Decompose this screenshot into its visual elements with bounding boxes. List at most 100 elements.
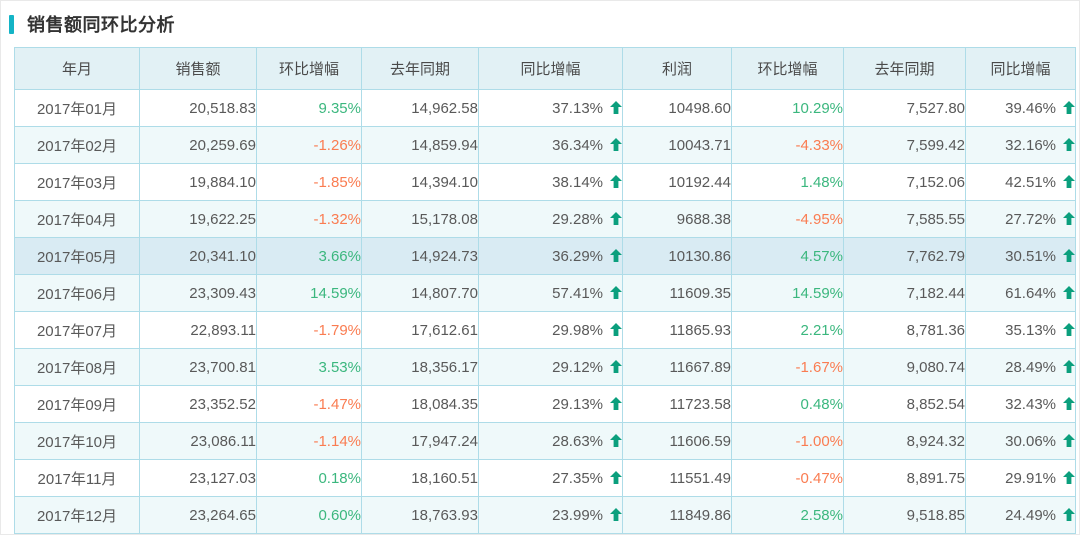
sales-cell: 23,086.11 [139, 422, 257, 460]
profit-mom-growth-cell: 2.58% [731, 496, 844, 534]
arrow-up-icon [1063, 507, 1075, 521]
arrow-up-icon [610, 285, 622, 299]
profit-last-year-cell: 9,518.85 [843, 496, 966, 534]
table-row[interactable]: 2017年12月 23,264.65 0.60% 18,763.93 23.99% 11… [14, 496, 1076, 534]
sales-yoy-growth-cell: 29.98% [478, 311, 623, 349]
yoy-value: 23.99% [552, 506, 603, 524]
yoy-value: 30.06% [1005, 432, 1056, 450]
sales-cell: 23,700.81 [139, 348, 257, 386]
arrow-up-icon [610, 433, 622, 447]
profit-last-year-cell: 7,527.80 [843, 89, 966, 127]
yoy-value: 57.41% [552, 284, 603, 302]
profit-mom-growth-cell: -1.67% [731, 348, 844, 386]
arrow-up-icon [1063, 396, 1075, 410]
profit-yoy-growth-cell: 24.49% [965, 496, 1076, 534]
month-cell: 2017年01月 [14, 89, 140, 127]
sales-last-year-cell: 17,947.24 [361, 422, 479, 460]
table-row[interactable]: 2017年10月 23,086.11 -1.14% 17,947.24 28.63% 1… [14, 422, 1076, 460]
sales-last-year-cell: 18,160.51 [361, 459, 479, 497]
profit-cell: 11606.59 [622, 422, 732, 460]
arrow-up-icon [1063, 470, 1075, 484]
yoy-value: 32.43% [1005, 395, 1056, 413]
col-header-sales: 销售额 [139, 47, 257, 90]
table-row[interactable]: 2017年04月 19,622.25 -1.32% 15,178.08 29.28% 9… [14, 200, 1076, 238]
month-cell: 2017年09月 [14, 385, 140, 423]
sales-mom-growth-cell: -1.32% [256, 200, 362, 238]
table-head: 年月 销售额 环比增幅 去年同期 同比增幅 利润 环比增幅 去年同期 同比增幅 [14, 47, 1076, 90]
sales-mom-growth-cell: 3.53% [256, 348, 362, 386]
arrow-up-icon [610, 100, 622, 114]
sales-last-year-cell: 18,356.17 [361, 348, 479, 386]
title-accent-bar [9, 14, 14, 34]
yoy-value: 32.16% [1005, 136, 1056, 154]
profit-mom-growth-cell: -0.47% [731, 459, 844, 497]
yoy-value: 61.64% [1005, 284, 1056, 302]
sales-cell: 23,127.03 [139, 459, 257, 497]
sales-last-year-cell: 17,612.61 [361, 311, 479, 349]
table-row[interactable]: 2017年05月 20,341.10 3.66% 14,924.73 36.29% 10… [14, 237, 1076, 275]
arrow-up-icon [610, 470, 622, 484]
profit-mom-growth-cell: 1.48% [731, 163, 844, 201]
col-header-sales-yoy-growth: 同比增幅 [478, 47, 623, 90]
section-header: 销售额同环比分析 [9, 12, 1079, 36]
profit-cell: 10192.44 [622, 163, 732, 201]
arrow-up-icon [610, 211, 622, 225]
sales-cell: 19,622.25 [139, 200, 257, 238]
yoy-value: 29.98% [552, 321, 603, 339]
table-row[interactable]: 2017年08月 23,700.81 3.53% 18,356.17 29.12% 11… [14, 348, 1076, 386]
profit-cell: 11723.58 [622, 385, 732, 423]
sales-cell: 22,893.11 [139, 311, 257, 349]
profit-yoy-growth-cell: 39.46% [965, 89, 1076, 127]
profit-mom-growth-cell: -4.95% [731, 200, 844, 238]
sales-yoy-growth-cell: 36.34% [478, 126, 623, 164]
table-row[interactable]: 2017年02月 20,259.69 -1.26% 14,859.94 36.34% 1… [14, 126, 1076, 164]
col-header-profit-yoy-growth: 同比增幅 [965, 47, 1076, 90]
table-row[interactable]: 2017年09月 23,352.52 -1.47% 18,084.35 29.13% 1… [14, 385, 1076, 423]
profit-cell: 11667.89 [622, 348, 732, 386]
arrow-up-icon [1063, 248, 1075, 262]
month-cell: 2017年02月 [14, 126, 140, 164]
col-header-profit-mom-growth: 环比增幅 [731, 47, 844, 90]
table-body: 2017年01月 20,518.83 9.35% 14,962.58 37.13% 10… [14, 89, 1076, 534]
profit-mom-growth-cell: -1.00% [731, 422, 844, 460]
month-cell: 2017年04月 [14, 200, 140, 238]
yoy-value: 24.49% [1005, 506, 1056, 524]
profit-cell: 10130.86 [622, 237, 732, 275]
yoy-value: 28.63% [552, 432, 603, 450]
yoy-value: 37.13% [552, 99, 603, 117]
yoy-value: 42.51% [1005, 173, 1056, 191]
table-row[interactable]: 2017年07月 22,893.11 -1.79% 17,612.61 29.98% 1… [14, 311, 1076, 349]
arrow-up-icon [610, 359, 622, 373]
sales-yoy-growth-cell: 29.12% [478, 348, 623, 386]
profit-last-year-cell: 7,762.79 [843, 237, 966, 275]
yoy-value: 29.12% [552, 358, 603, 376]
arrow-up-icon [1063, 322, 1075, 336]
profit-yoy-growth-cell: 32.16% [965, 126, 1076, 164]
month-cell: 2017年08月 [14, 348, 140, 386]
table-row[interactable]: 2017年11月 23,127.03 0.18% 18,160.51 27.35% 11… [14, 459, 1076, 497]
profit-yoy-growth-cell: 35.13% [965, 311, 1076, 349]
month-cell: 2017年07月 [14, 311, 140, 349]
month-cell: 2017年06月 [14, 274, 140, 312]
sales-cell: 20,341.10 [139, 237, 257, 275]
profit-last-year-cell: 7,599.42 [843, 126, 966, 164]
col-header-sales-last-year: 去年同期 [361, 47, 479, 90]
profit-last-year-cell: 8,781.36 [843, 311, 966, 349]
yoy-value: 27.72% [1005, 210, 1056, 228]
arrow-up-icon [610, 507, 622, 521]
profit-last-year-cell: 8,891.75 [843, 459, 966, 497]
profit-cell: 11849.86 [622, 496, 732, 534]
yoy-value: 36.29% [552, 247, 603, 265]
yoy-value: 39.46% [1005, 99, 1056, 117]
sales-last-year-cell: 18,084.35 [361, 385, 479, 423]
sales-mom-growth-cell: -1.79% [256, 311, 362, 349]
profit-cell: 9688.38 [622, 200, 732, 238]
arrow-up-icon [1063, 285, 1075, 299]
profit-cell: 11609.35 [622, 274, 732, 312]
table-row[interactable]: 2017年06月 23,309.43 14.59% 14,807.70 57.41% 1… [14, 274, 1076, 312]
table-row[interactable]: 2017年03月 19,884.10 -1.85% 14,394.10 38.14% 1… [14, 163, 1076, 201]
sales-last-year-cell: 15,178.08 [361, 200, 479, 238]
sales-last-year-cell: 14,807.70 [361, 274, 479, 312]
table-row[interactable]: 2017年01月 20,518.83 9.35% 14,962.58 37.13% 10… [14, 89, 1076, 127]
profit-yoy-growth-cell: 29.91% [965, 459, 1076, 497]
